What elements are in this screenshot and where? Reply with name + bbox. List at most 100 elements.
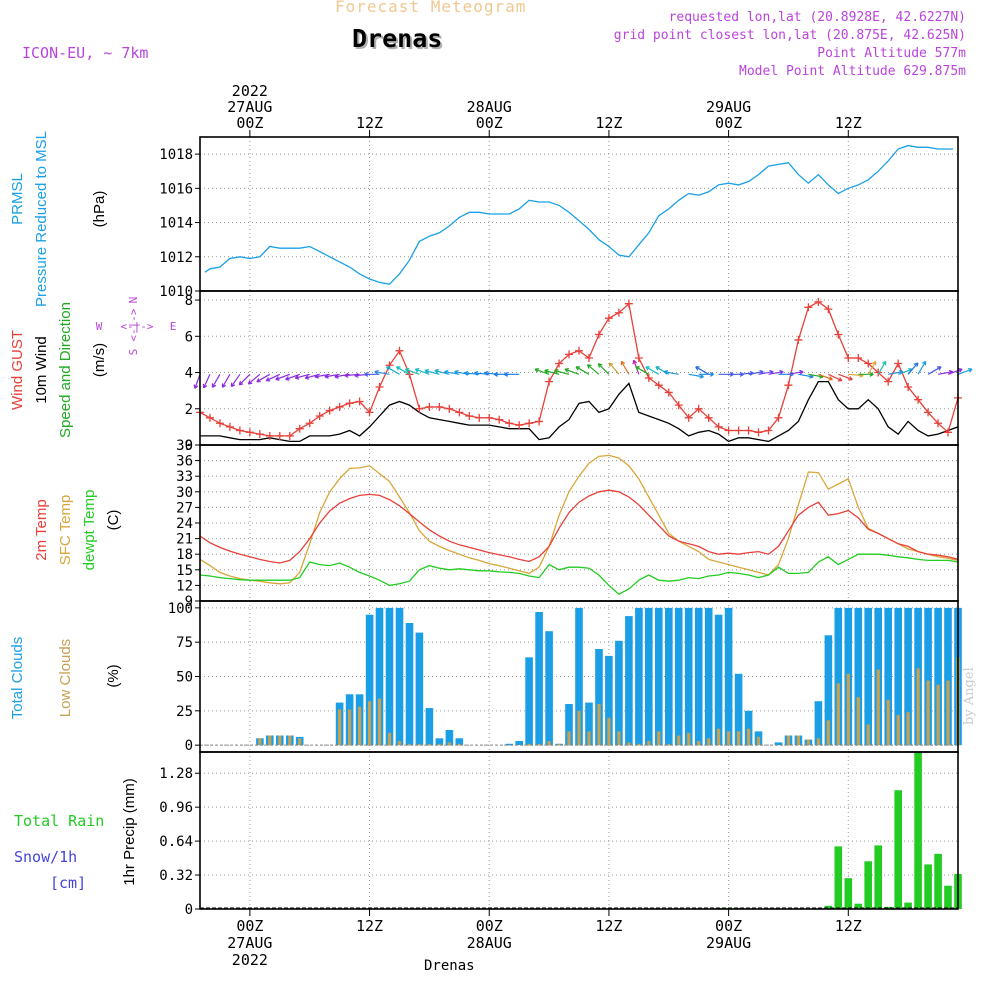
gust-marker xyxy=(285,431,294,440)
compass-e: E xyxy=(170,320,177,333)
y-tick-label: 1012 xyxy=(159,250,193,266)
low-cloud-bar xyxy=(886,699,890,746)
low-cloud-bar xyxy=(856,697,860,746)
wind-direction-arrow xyxy=(858,371,874,377)
low-cloud-bar xyxy=(647,741,651,746)
y-tick-label: 0.32 xyxy=(159,868,193,884)
low-cloud-bar xyxy=(687,732,691,746)
y-tick-label: 1014 xyxy=(159,216,193,232)
gust-marker xyxy=(355,397,364,406)
footer-location: Drenas xyxy=(424,958,475,974)
wind-direction-arrow xyxy=(698,371,714,377)
wind-direction-arrow xyxy=(575,366,590,375)
gust-marker xyxy=(265,431,274,440)
gust-marker xyxy=(614,308,623,317)
rain-bar xyxy=(864,861,872,909)
low-cloud-bar xyxy=(916,668,920,746)
sfc-temp-line xyxy=(199,454,959,585)
low-cloud-bar xyxy=(377,698,382,746)
gust-marker xyxy=(654,381,663,390)
wind-direction-arrow xyxy=(927,366,942,375)
time-label-bottom: 12Z xyxy=(835,917,862,935)
rain-bar xyxy=(914,752,922,909)
low-cloud-bar xyxy=(338,709,342,746)
time-label-top: 12Z xyxy=(835,114,862,132)
gust-marker xyxy=(415,404,424,413)
total-cloud-bar xyxy=(385,607,394,746)
low-cloud-bar xyxy=(268,735,272,746)
y-tick-label: 15 xyxy=(176,563,193,579)
y-tick-label: 0 xyxy=(185,902,193,918)
y-tick-label: 2 xyxy=(185,402,193,418)
gust-marker xyxy=(215,419,224,428)
gust-marker xyxy=(744,426,753,435)
gust-marker xyxy=(924,408,933,417)
low-cloud-bar xyxy=(737,731,741,746)
rain-bar xyxy=(944,885,952,909)
gust-marker xyxy=(914,395,923,404)
time-label-top: 27AUG xyxy=(227,98,272,116)
total-cloud-bar xyxy=(425,708,434,746)
total-cloud-bar xyxy=(365,614,374,746)
wind-direction-arrow xyxy=(275,373,291,381)
y-tick-label: 36 xyxy=(176,454,193,470)
pressure-label-2: Pressure Reduced to MSL xyxy=(33,131,50,307)
y-tick-label: 1018 xyxy=(159,147,193,163)
gust-marker xyxy=(325,406,334,415)
gust-marker xyxy=(784,381,793,390)
wind-direction-arrow xyxy=(663,369,679,375)
low-cloud-bar xyxy=(547,741,551,746)
low-cloud-bar xyxy=(876,669,880,746)
gust-marker xyxy=(604,314,613,323)
wind-direction-arrow xyxy=(374,369,390,375)
low-cloud-bar xyxy=(946,680,950,746)
gust-marker xyxy=(664,388,673,397)
gust-marker xyxy=(904,383,913,392)
total-cloud-bar xyxy=(694,607,703,746)
wind-direction-arrow xyxy=(917,360,927,375)
total-cloud-bar xyxy=(515,741,523,746)
total-cloud-bar xyxy=(435,738,444,746)
snow-unit: [cm] xyxy=(50,874,86,892)
total-cloud-bar xyxy=(884,607,892,746)
gust-marker xyxy=(345,399,354,408)
y-tick-label: 0 xyxy=(185,738,193,754)
time-label-bottom: 28AUG xyxy=(467,934,512,952)
panel-border-precip xyxy=(199,751,959,910)
gust-marker xyxy=(624,299,633,308)
gust-marker xyxy=(594,330,603,339)
y-tick-label: 100 xyxy=(168,601,193,617)
gust-marker xyxy=(275,431,284,440)
total-cloud-bar xyxy=(714,614,723,746)
point-altitude: Point Altitude 577m xyxy=(817,46,966,61)
total-cloud-bar xyxy=(724,607,733,746)
pressure-line xyxy=(204,144,953,285)
gust-marker xyxy=(764,426,773,435)
gust-marker xyxy=(794,335,803,344)
total-cloud-bar xyxy=(445,730,454,746)
wind-direction-arrow xyxy=(404,368,420,375)
low-cloud-bar xyxy=(567,731,571,746)
low-cloud-bar xyxy=(667,743,671,746)
clouds-unit: (%) xyxy=(105,664,122,687)
snow-label: Snow/1h xyxy=(14,848,77,866)
gust-marker xyxy=(445,404,454,413)
gust-marker xyxy=(894,359,903,368)
y-tick-label: 30 xyxy=(176,485,193,501)
wind-direction-arrow xyxy=(230,373,241,388)
gust-marker xyxy=(205,413,214,422)
gust-marker xyxy=(844,354,853,363)
gust-marker xyxy=(435,402,444,411)
wind-direction-arrow xyxy=(564,368,580,375)
wind-direction-arrow xyxy=(867,360,877,375)
total-cloud-bar xyxy=(944,607,952,746)
y-tick-label: 1010 xyxy=(159,284,193,300)
total-cloud-bar xyxy=(395,607,404,746)
rain-bar xyxy=(854,903,863,909)
wind-direction-arrow xyxy=(828,373,843,382)
gust-marker xyxy=(515,421,524,430)
y-tick-label: 21 xyxy=(176,532,193,548)
grid-point-coords: grid point closest lon,lat (20.875E, 42.… xyxy=(613,28,966,43)
low-cloud-bar xyxy=(756,736,761,746)
